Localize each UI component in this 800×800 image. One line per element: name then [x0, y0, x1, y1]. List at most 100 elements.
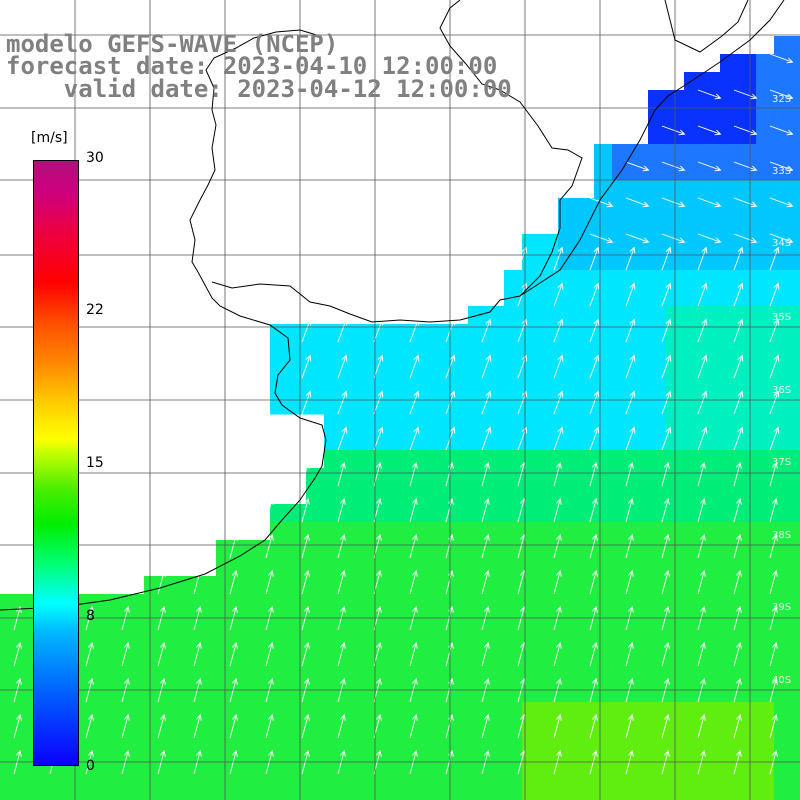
wind-speed-cell — [702, 666, 721, 685]
wind-arrow — [589, 497, 598, 523]
wind-speed-cell — [486, 504, 505, 523]
wind-speed-cell — [630, 774, 649, 793]
wind-arrow — [769, 497, 778, 523]
wind-speed-cell — [486, 414, 505, 433]
wind-arrow — [769, 233, 794, 244]
wind-speed-cell — [792, 792, 800, 800]
wind-speed-cell — [198, 594, 217, 613]
wind-speed-cell — [342, 666, 361, 685]
wind-speed-cell — [198, 738, 217, 757]
wind-arrow — [337, 426, 348, 451]
wind-speed-cell — [540, 270, 559, 289]
wind-speed-cell — [684, 108, 703, 127]
wind-arrow — [661, 569, 670, 595]
wind-speed-cell — [756, 738, 775, 757]
wind-speed-cell — [774, 270, 793, 289]
wind-speed-cell — [756, 504, 775, 523]
wind-speed-cell — [234, 738, 253, 757]
wind-speed-cell — [558, 522, 577, 541]
wind-speed-cell — [360, 468, 379, 487]
wind-arrow — [157, 677, 166, 703]
wind-speed-cell — [648, 432, 667, 451]
latitude-label: 34S — [772, 238, 791, 249]
wind-speed-cell — [756, 378, 775, 397]
wind-speed-cell — [792, 558, 800, 577]
wind-arrow — [733, 605, 742, 631]
wind-speed-cell — [558, 558, 577, 577]
wind-speed-cell — [684, 468, 703, 487]
wind-speed-cell — [558, 486, 577, 505]
wind-speed-cell — [360, 432, 379, 451]
wind-arrow — [589, 749, 598, 775]
wind-arrow — [409, 318, 420, 343]
wind-speed-cell — [342, 360, 361, 379]
wind-speed-cell — [648, 270, 667, 289]
wind-speed-cell — [756, 612, 775, 631]
wind-speed-cell — [432, 558, 451, 577]
wind-speed-cell — [792, 72, 800, 91]
wind-speed-cell — [90, 702, 109, 721]
wind-arrow — [337, 354, 348, 379]
wind-arrow — [733, 125, 758, 136]
wind-speed-cell — [630, 612, 649, 631]
wind-speed-cell — [792, 594, 800, 613]
wind-speed-cell — [144, 684, 163, 703]
wind-speed-cell — [792, 342, 800, 361]
wind-speed-cell — [90, 774, 109, 793]
wind-speed-cell — [792, 486, 800, 505]
wind-arrow — [733, 677, 742, 703]
wind-speed-cell — [342, 540, 361, 559]
wind-speed-cell — [702, 360, 721, 379]
wind-speed-cell — [648, 180, 667, 199]
wind-arrow — [409, 497, 418, 523]
wind-speed-cell — [774, 558, 793, 577]
wind-speed-cell — [270, 612, 289, 631]
wind-speed-cell — [450, 792, 469, 800]
wind-speed-cell — [450, 378, 469, 397]
wind-speed-cell — [720, 486, 739, 505]
wind-speed-cell — [522, 756, 541, 775]
wind-speed-cell — [288, 738, 307, 757]
wind-speed-cell — [684, 648, 703, 667]
wind-speed-cell — [360, 558, 379, 577]
wind-arrow — [769, 461, 778, 487]
wind-speed-cell — [648, 504, 667, 523]
wind-speed-cell — [558, 378, 577, 397]
wind-speed-cell — [432, 450, 451, 469]
wind-arrow — [409, 461, 418, 487]
wind-speed-cell — [684, 396, 703, 415]
wind-speed-cell — [270, 378, 289, 397]
wind-speed-cell — [270, 666, 289, 685]
wind-arrow — [625, 533, 634, 559]
wind-speed-cell — [342, 486, 361, 505]
wind-speed-cell — [378, 792, 397, 800]
wind-arrow — [733, 197, 758, 208]
wind-speed-cell — [324, 522, 343, 541]
wind-arrow — [769, 161, 794, 172]
wind-speed-cell — [360, 684, 379, 703]
wind-speed-cell — [594, 216, 613, 235]
wind-speed-cell — [612, 756, 631, 775]
wind-speed-cell — [792, 504, 800, 523]
wind-speed-cell — [792, 54, 800, 73]
coastline-2 — [211, 0, 583, 323]
wind-speed-cell — [180, 756, 199, 775]
wind-speed-cell — [720, 198, 739, 217]
wind-speed-cell — [558, 216, 577, 235]
wind-speed-cell — [738, 594, 757, 613]
wind-arrow — [625, 605, 634, 631]
wind-speed-cell — [18, 756, 37, 775]
wind-speed-cell — [468, 702, 487, 721]
wind-arrow — [157, 605, 166, 631]
wind-speed-cell — [594, 432, 613, 451]
wind-speed-cell — [612, 342, 631, 361]
wind-speed-cell — [702, 522, 721, 541]
wind-arrow — [661, 641, 670, 667]
wind-speed-cell — [558, 504, 577, 523]
wind-speed-cell — [504, 774, 523, 793]
wind-speed-cell — [576, 486, 595, 505]
wind-speed-cell — [396, 324, 415, 343]
wind-speed-cell — [504, 504, 523, 523]
wind-speed-cell — [648, 558, 667, 577]
wind-arrow — [661, 461, 670, 487]
